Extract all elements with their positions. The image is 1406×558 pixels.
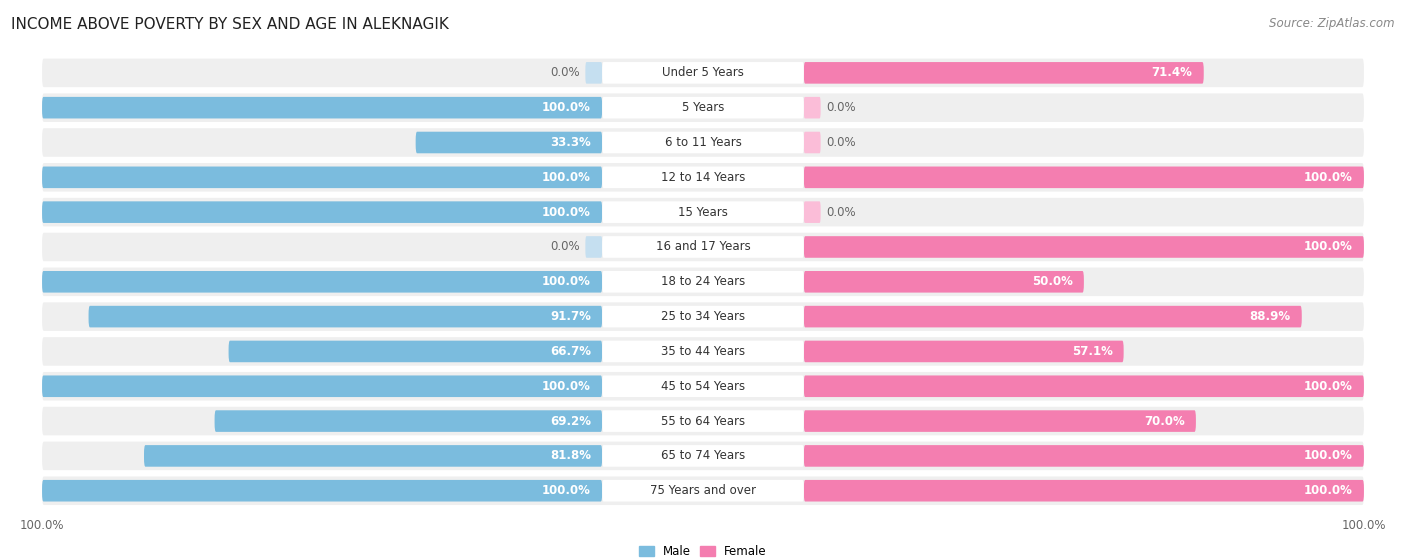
- FancyBboxPatch shape: [229, 340, 602, 362]
- Text: 71.4%: 71.4%: [1152, 66, 1192, 79]
- Text: 5 Years: 5 Years: [682, 101, 724, 114]
- FancyBboxPatch shape: [42, 198, 1364, 227]
- Text: 100.0%: 100.0%: [1303, 171, 1353, 184]
- Text: 0.0%: 0.0%: [827, 136, 856, 149]
- FancyBboxPatch shape: [804, 97, 821, 118]
- FancyBboxPatch shape: [804, 201, 821, 223]
- Text: INCOME ABOVE POVERTY BY SEX AND AGE IN ALEKNAGIK: INCOME ABOVE POVERTY BY SEX AND AGE IN A…: [11, 17, 449, 32]
- FancyBboxPatch shape: [602, 132, 804, 153]
- FancyBboxPatch shape: [602, 410, 804, 432]
- FancyBboxPatch shape: [42, 271, 602, 292]
- FancyBboxPatch shape: [42, 480, 602, 502]
- FancyBboxPatch shape: [42, 376, 602, 397]
- FancyBboxPatch shape: [42, 302, 1364, 331]
- FancyBboxPatch shape: [804, 62, 1204, 84]
- Legend: Male, Female: Male, Female: [634, 541, 772, 558]
- FancyBboxPatch shape: [804, 480, 1364, 502]
- Text: 69.2%: 69.2%: [550, 415, 591, 427]
- Text: 91.7%: 91.7%: [550, 310, 591, 323]
- FancyBboxPatch shape: [42, 477, 1364, 505]
- Text: 81.8%: 81.8%: [550, 449, 591, 463]
- FancyBboxPatch shape: [42, 59, 1364, 87]
- Text: 70.0%: 70.0%: [1144, 415, 1185, 427]
- Text: 33.3%: 33.3%: [550, 136, 591, 149]
- FancyBboxPatch shape: [416, 132, 602, 153]
- FancyBboxPatch shape: [585, 62, 602, 84]
- FancyBboxPatch shape: [804, 132, 821, 153]
- Text: 0.0%: 0.0%: [827, 206, 856, 219]
- Text: 100.0%: 100.0%: [543, 101, 591, 114]
- FancyBboxPatch shape: [42, 441, 1364, 470]
- FancyBboxPatch shape: [42, 267, 1364, 296]
- Text: 0.0%: 0.0%: [827, 101, 856, 114]
- FancyBboxPatch shape: [804, 166, 1364, 188]
- FancyBboxPatch shape: [804, 236, 1364, 258]
- Text: 100.0%: 100.0%: [1303, 380, 1353, 393]
- Text: 16 and 17 Years: 16 and 17 Years: [655, 240, 751, 253]
- Text: 35 to 44 Years: 35 to 44 Years: [661, 345, 745, 358]
- Text: 50.0%: 50.0%: [1032, 275, 1073, 288]
- FancyBboxPatch shape: [602, 271, 804, 292]
- FancyBboxPatch shape: [804, 306, 1302, 328]
- Text: 88.9%: 88.9%: [1250, 310, 1291, 323]
- FancyBboxPatch shape: [602, 236, 804, 258]
- FancyBboxPatch shape: [585, 236, 602, 258]
- Text: 100.0%: 100.0%: [543, 380, 591, 393]
- FancyBboxPatch shape: [602, 166, 804, 188]
- Text: Source: ZipAtlas.com: Source: ZipAtlas.com: [1270, 17, 1395, 30]
- FancyBboxPatch shape: [42, 93, 1364, 122]
- FancyBboxPatch shape: [89, 306, 602, 328]
- Text: 65 to 74 Years: 65 to 74 Years: [661, 449, 745, 463]
- FancyBboxPatch shape: [143, 445, 602, 466]
- FancyBboxPatch shape: [42, 97, 602, 118]
- FancyBboxPatch shape: [42, 128, 1364, 157]
- FancyBboxPatch shape: [804, 376, 1364, 397]
- FancyBboxPatch shape: [602, 376, 804, 397]
- Text: 100.0%: 100.0%: [543, 206, 591, 219]
- Text: 100.0%: 100.0%: [543, 484, 591, 497]
- FancyBboxPatch shape: [602, 480, 804, 502]
- Text: 0.0%: 0.0%: [550, 240, 579, 253]
- Text: 100.0%: 100.0%: [543, 275, 591, 288]
- FancyBboxPatch shape: [42, 201, 602, 223]
- Text: 25 to 34 Years: 25 to 34 Years: [661, 310, 745, 323]
- Text: 45 to 54 Years: 45 to 54 Years: [661, 380, 745, 393]
- Text: 15 Years: 15 Years: [678, 206, 728, 219]
- FancyBboxPatch shape: [804, 340, 1123, 362]
- FancyBboxPatch shape: [804, 445, 1364, 466]
- FancyBboxPatch shape: [602, 306, 804, 328]
- Text: 6 to 11 Years: 6 to 11 Years: [665, 136, 741, 149]
- Text: 55 to 64 Years: 55 to 64 Years: [661, 415, 745, 427]
- FancyBboxPatch shape: [215, 410, 602, 432]
- FancyBboxPatch shape: [42, 372, 1364, 401]
- FancyBboxPatch shape: [602, 445, 804, 466]
- Text: 57.1%: 57.1%: [1071, 345, 1112, 358]
- Text: 12 to 14 Years: 12 to 14 Years: [661, 171, 745, 184]
- FancyBboxPatch shape: [42, 166, 602, 188]
- Text: 100.0%: 100.0%: [1303, 484, 1353, 497]
- FancyBboxPatch shape: [804, 271, 1084, 292]
- FancyBboxPatch shape: [602, 97, 804, 118]
- FancyBboxPatch shape: [42, 407, 1364, 435]
- Text: Under 5 Years: Under 5 Years: [662, 66, 744, 79]
- FancyBboxPatch shape: [804, 410, 1197, 432]
- Text: 0.0%: 0.0%: [550, 66, 579, 79]
- FancyBboxPatch shape: [42, 337, 1364, 365]
- FancyBboxPatch shape: [602, 62, 804, 84]
- Text: 100.0%: 100.0%: [1303, 449, 1353, 463]
- Text: 66.7%: 66.7%: [550, 345, 591, 358]
- Text: 75 Years and over: 75 Years and over: [650, 484, 756, 497]
- Text: 100.0%: 100.0%: [1303, 240, 1353, 253]
- FancyBboxPatch shape: [602, 201, 804, 223]
- FancyBboxPatch shape: [42, 233, 1364, 261]
- Text: 18 to 24 Years: 18 to 24 Years: [661, 275, 745, 288]
- FancyBboxPatch shape: [602, 340, 804, 362]
- Text: 100.0%: 100.0%: [543, 171, 591, 184]
- FancyBboxPatch shape: [42, 163, 1364, 191]
